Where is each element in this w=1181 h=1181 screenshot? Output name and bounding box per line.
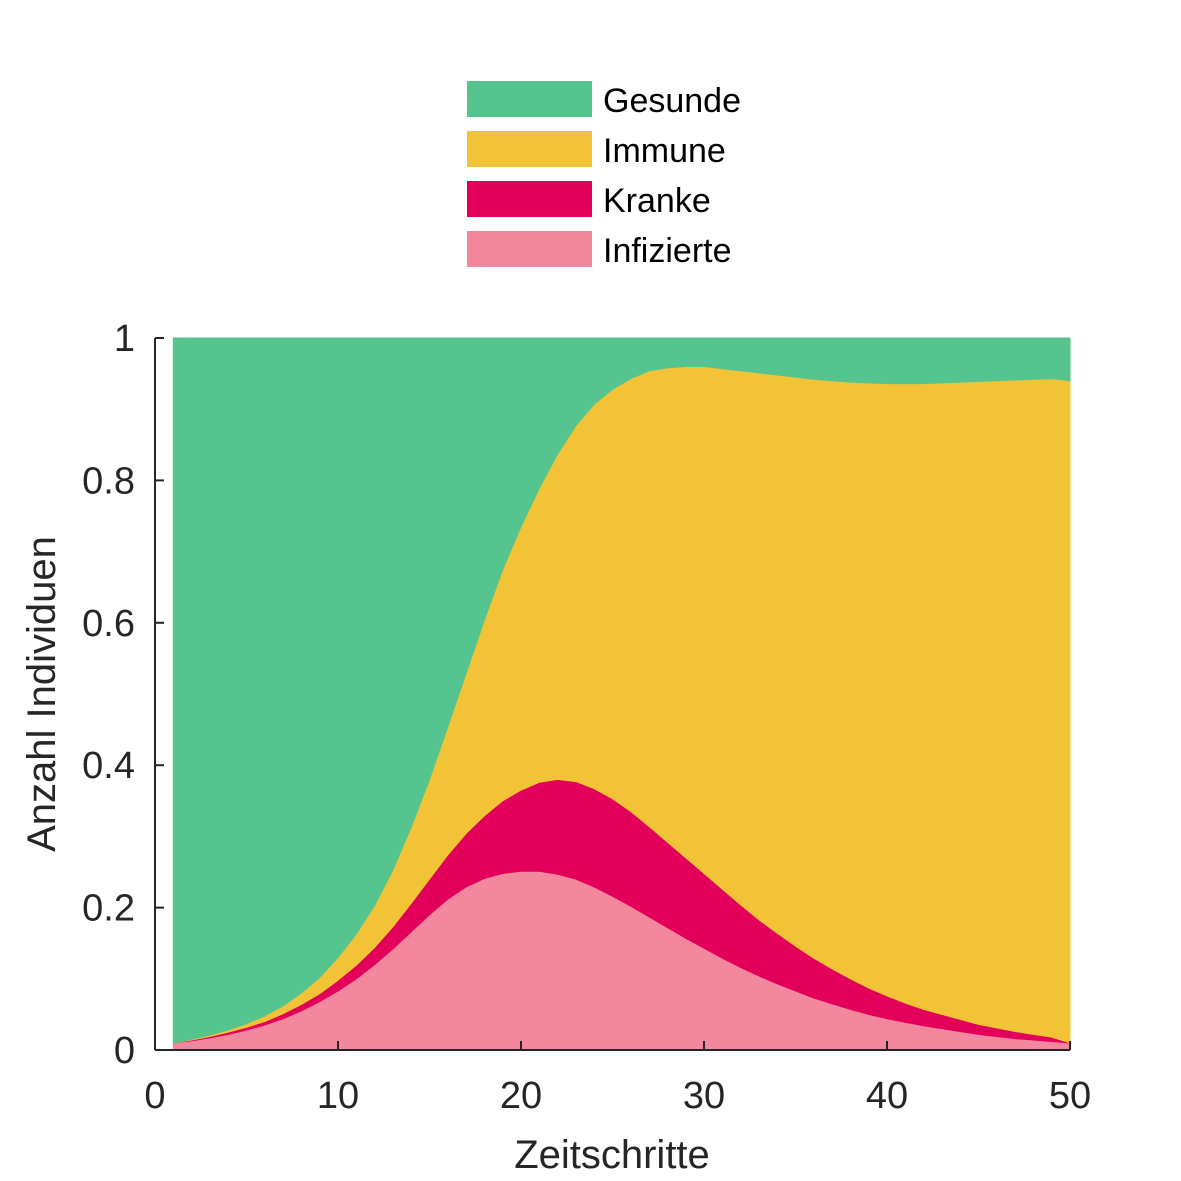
y-tick-label: 0 — [114, 1030, 135, 1072]
x-axis-label: Zeitschritte — [514, 1133, 710, 1177]
y-tick-label: 1 — [114, 318, 135, 360]
legend-label-infizierte: Infizierte — [603, 232, 732, 270]
x-tick-label: 10 — [317, 1075, 359, 1117]
legend-swatch-gesunde — [467, 81, 592, 117]
legend-label-gesunde: Gesunde — [603, 82, 741, 120]
x-tick-label: 30 — [683, 1075, 725, 1117]
legend-label-immune: Immune — [603, 132, 726, 170]
x-tick-label: 0 — [144, 1075, 165, 1117]
y-tick-label: 0.8 — [82, 460, 135, 502]
legend-swatch-immune — [467, 131, 592, 167]
y-tick-label: 0.4 — [82, 745, 135, 787]
legend-swatch-infizierte — [467, 231, 592, 267]
legend: Gesunde Immune Kranke Infizierte — [467, 81, 741, 270]
legend-swatch-kranke — [467, 181, 592, 217]
legend-label-kranke: Kranke — [603, 182, 711, 220]
x-tick-label: 50 — [1049, 1075, 1091, 1117]
x-tick-label: 40 — [866, 1075, 908, 1117]
ticks: 0 10 20 30 40 50 0 0.2 0.4 0.6 0.8 1 — [82, 318, 1091, 1117]
plot-areas — [172, 337, 1071, 1051]
x-tick-label: 20 — [500, 1075, 542, 1117]
y-tick-label: 0.6 — [82, 603, 135, 645]
axes — [154, 338, 1070, 1051]
area-gesunde — [172, 337, 1071, 1044]
y-tick-label: 0.2 — [82, 888, 135, 930]
y-axis-label: Anzahl Individuen — [20, 536, 64, 852]
